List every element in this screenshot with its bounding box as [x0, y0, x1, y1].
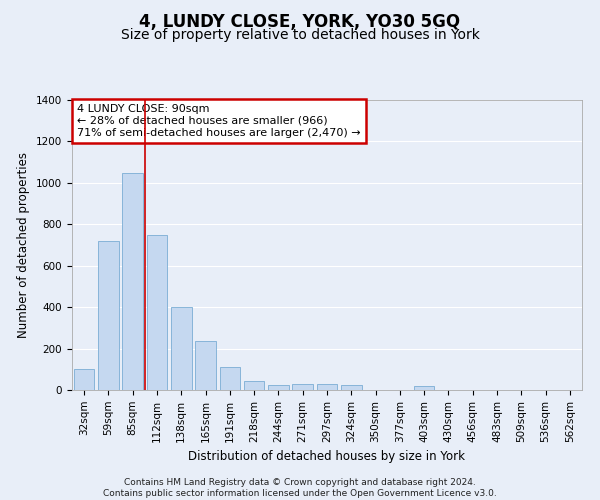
Bar [171, 307, 191, 390]
Bar [341, 385, 362, 390]
Bar [292, 384, 313, 390]
Bar [317, 384, 337, 390]
Bar [414, 386, 434, 390]
Bar [74, 370, 94, 390]
Text: 4, LUNDY CLOSE, YORK, YO30 5GQ: 4, LUNDY CLOSE, YORK, YO30 5GQ [139, 12, 461, 30]
Bar [98, 241, 119, 390]
Text: Contains HM Land Registry data © Crown copyright and database right 2024.
Contai: Contains HM Land Registry data © Crown c… [103, 478, 497, 498]
Bar [195, 342, 216, 390]
Text: Size of property relative to detached houses in York: Size of property relative to detached ho… [121, 28, 479, 42]
Bar [220, 367, 240, 390]
Bar [122, 172, 143, 390]
Bar [244, 380, 265, 390]
Bar [268, 385, 289, 390]
Bar [146, 234, 167, 390]
Y-axis label: Number of detached properties: Number of detached properties [17, 152, 31, 338]
Text: 4 LUNDY CLOSE: 90sqm
← 28% of detached houses are smaller (966)
71% of semi-deta: 4 LUNDY CLOSE: 90sqm ← 28% of detached h… [77, 104, 361, 138]
X-axis label: Distribution of detached houses by size in York: Distribution of detached houses by size … [188, 450, 466, 463]
